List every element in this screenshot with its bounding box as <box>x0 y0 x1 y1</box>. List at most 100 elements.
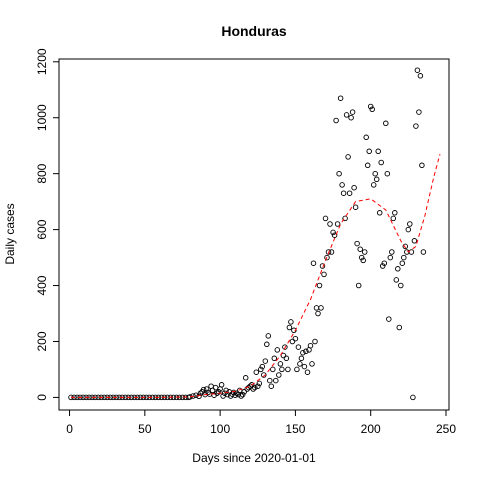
data-point <box>215 389 222 395</box>
data-point <box>419 162 425 169</box>
data-point <box>277 361 284 367</box>
data-point <box>315 310 321 317</box>
data-point <box>282 344 288 350</box>
data-point <box>357 246 363 252</box>
data-point <box>288 319 294 325</box>
data-point <box>354 240 360 247</box>
data-point <box>346 190 353 196</box>
data-point <box>331 232 338 238</box>
x-axis: 0 50 100 150 200 250 <box>66 409 456 436</box>
data-point <box>405 226 412 233</box>
data-point <box>267 377 273 384</box>
data-point <box>370 182 377 188</box>
x-tick-label: 50 <box>138 422 152 436</box>
data-point <box>340 190 347 196</box>
data-point <box>280 352 287 359</box>
data-point <box>304 369 311 375</box>
data-point <box>367 103 374 110</box>
data-point <box>297 361 303 367</box>
data-point <box>416 109 422 115</box>
data-point <box>200 386 207 393</box>
data-point <box>349 109 356 115</box>
y-tick-label: 800 <box>35 163 49 183</box>
data-point <box>264 341 270 348</box>
data-point <box>327 221 333 227</box>
data-point <box>351 184 357 191</box>
data-point <box>250 386 256 392</box>
data-point <box>352 204 359 210</box>
data-point <box>298 355 305 362</box>
data-point <box>358 254 365 261</box>
data-point <box>393 277 400 283</box>
data-point <box>321 271 327 278</box>
data-point <box>273 377 279 384</box>
data-point <box>301 363 308 370</box>
fit-line <box>71 153 441 398</box>
data-point <box>205 389 211 396</box>
data-point <box>230 389 237 396</box>
data-point <box>258 366 264 373</box>
data-point <box>383 120 389 127</box>
data-point <box>333 117 339 124</box>
y-tick-label: 1200 <box>35 48 49 75</box>
data-point <box>330 229 336 236</box>
data-point <box>98 394 104 401</box>
data-point <box>395 266 401 272</box>
data-point <box>375 148 381 155</box>
data-point <box>241 389 247 395</box>
data-point <box>345 154 351 160</box>
data-point <box>363 134 369 141</box>
y-axis: 0 200 400 600 800 1000 1200 <box>35 48 60 401</box>
data-points <box>68 67 427 401</box>
data-point <box>285 366 291 373</box>
data-point <box>379 263 386 269</box>
data-point <box>420 249 427 255</box>
data-point <box>343 112 350 118</box>
data-point <box>255 383 261 389</box>
data-point <box>366 148 372 155</box>
data-point <box>270 366 276 373</box>
data-point <box>318 305 324 311</box>
x-axis-title: Days since 2020-01-01 <box>192 451 316 465</box>
data-point <box>381 260 388 266</box>
data-point <box>303 348 309 355</box>
data-point <box>253 369 260 375</box>
data-point <box>336 170 342 177</box>
data-point <box>410 394 416 401</box>
data-point <box>399 260 406 266</box>
data-point <box>339 182 345 188</box>
data-point <box>401 254 407 261</box>
data-point <box>337 95 344 101</box>
data-point <box>322 215 329 222</box>
data-point <box>398 282 404 289</box>
data-point <box>312 338 318 345</box>
x-tick-label: 100 <box>210 422 230 436</box>
data-point <box>307 342 314 349</box>
data-point <box>300 349 306 356</box>
data-point <box>283 355 290 362</box>
data-point <box>390 215 397 222</box>
data-point <box>262 358 269 364</box>
data-point <box>242 375 249 381</box>
data-point <box>239 391 246 398</box>
data-point <box>369 106 375 113</box>
data-point <box>324 254 330 261</box>
data-point <box>386 316 392 322</box>
data-point <box>190 393 196 399</box>
data-point <box>295 344 302 350</box>
data-point <box>396 324 403 331</box>
data-point <box>268 383 275 389</box>
data-point <box>348 114 354 121</box>
data-point <box>411 238 418 244</box>
data-point <box>309 361 315 367</box>
data-point <box>342 215 348 222</box>
data-point <box>360 257 366 264</box>
data-point <box>274 347 281 353</box>
data-point <box>378 159 384 166</box>
data-point <box>319 263 326 269</box>
data-point <box>292 335 299 342</box>
y-tick-label: 200 <box>35 331 49 351</box>
data-point <box>417 73 424 79</box>
data-point <box>289 338 296 345</box>
data-point <box>414 67 421 73</box>
